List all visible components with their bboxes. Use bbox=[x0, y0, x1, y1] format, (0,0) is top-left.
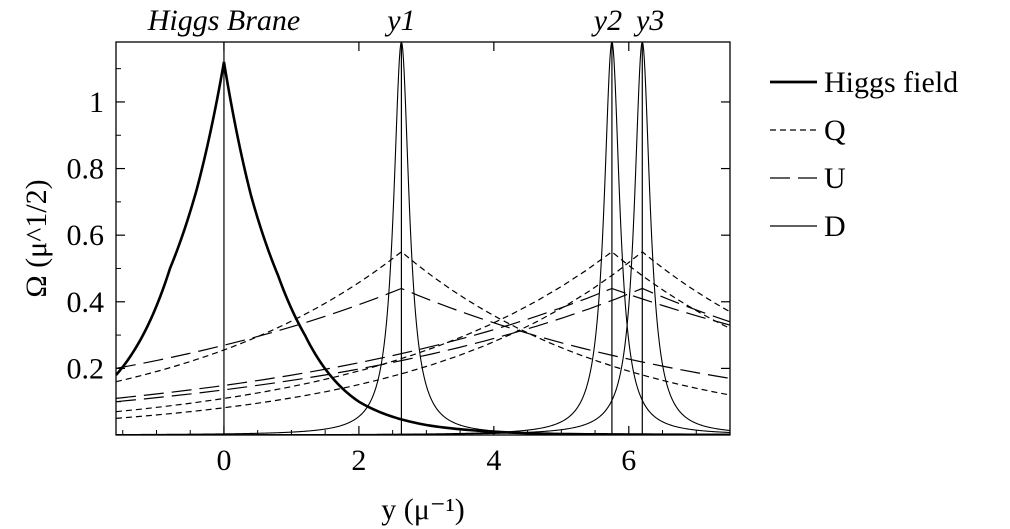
annotation-3: y3 bbox=[633, 4, 664, 37]
legend-label-0: Higgs field bbox=[824, 66, 958, 99]
annotation-2: y2 bbox=[591, 4, 622, 37]
annotation-0: Higgs Brane bbox=[147, 4, 301, 37]
x-tick-label: 4 bbox=[486, 444, 501, 477]
legend-label-3: D bbox=[824, 210, 846, 243]
plot-frame bbox=[115, 41, 731, 436]
series-q-2 bbox=[116, 251, 730, 419]
legend-label-1: Q bbox=[824, 114, 846, 147]
y-tick-label: 0.6 bbox=[67, 219, 105, 252]
legend-label-2: U bbox=[824, 162, 846, 195]
series-u-1 bbox=[116, 287, 730, 399]
annotation-1: y1 bbox=[384, 4, 415, 37]
x-tick-label: 0 bbox=[216, 444, 231, 477]
series-d-0 bbox=[116, 42, 730, 435]
labels: 0 2 4 6 0.2 0.4 0.6 0.8 1 y (μ⁻¹) Ω (μ^1/2) Higgs B… bbox=[20, 4, 664, 526]
plot-area bbox=[116, 42, 730, 435]
x-axis-label: y (μ⁻¹) bbox=[381, 493, 464, 526]
series-d-2 bbox=[116, 42, 730, 435]
y-tick-label: 1 bbox=[89, 86, 104, 119]
y-tick-label: 0.8 bbox=[67, 153, 105, 186]
x-tick-label: 6 bbox=[621, 444, 636, 477]
series-u-0 bbox=[116, 287, 730, 379]
x-tick-label: 2 bbox=[351, 444, 366, 477]
series-u-2 bbox=[116, 287, 730, 403]
y-tick-label: 0.4 bbox=[67, 286, 105, 319]
y-axis-label: Ω (μ^1/2) bbox=[20, 179, 53, 297]
y-tick-label: 0.2 bbox=[67, 352, 105, 385]
axes bbox=[115, 41, 731, 436]
legend: Higgs field QUD bbox=[770, 66, 958, 243]
